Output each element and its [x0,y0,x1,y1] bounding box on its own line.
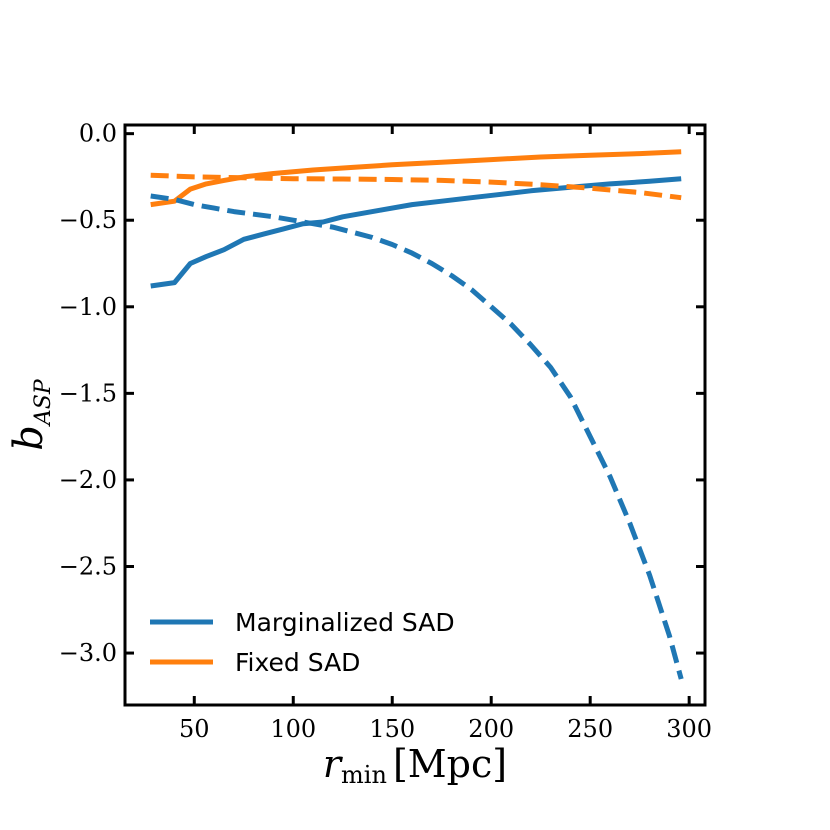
x-tick-label: 250 [567,715,613,743]
y-tick-label: −3.0 [59,639,117,667]
x-tick-label: 200 [468,715,514,743]
y-tick-label: −1.0 [59,293,117,321]
x-tick-label: 300 [666,715,712,743]
x-axis-title: rmin [Mpc] [323,742,507,789]
legend-label: Fixed SAD [235,648,360,677]
x-tick-label: 150 [369,715,415,743]
y-axis-title: bASP [6,378,56,451]
legend-label: Marginalized SAD [235,608,455,637]
x-axis-title-sub: min [341,761,387,789]
x-axis-title-main: r [323,742,344,786]
x-tick-label: 100 [270,715,316,743]
series-line-dashed-3 [150,172,682,201]
x-axis-title-unit: [Mpc] [393,742,507,786]
plot-frame [123,123,707,707]
y-axis-title-sub: ASP [31,378,56,427]
series-line-solid-0 [150,176,682,289]
y-tick-label: 0.0 [79,120,117,148]
y-tick-label: −0.5 [59,206,117,234]
axis-titles: rmin [Mpc] bASP [6,378,507,789]
series-line-dashed-2 [150,193,684,680]
y-tick-label: −2.0 [59,466,117,494]
y-tick-label: −2.5 [59,552,117,580]
y-axis-title-main: b [6,425,52,451]
labels-layer: 50 100 150 200 250 300 0.0 −0.5 −1.0 −1.5 −2.0 −2.5… [59,120,712,743]
series-line-solid-1 [150,149,682,208]
legend: Marginalized SAD Fixed SAD [150,608,455,677]
x-tick-label: 50 [179,715,210,743]
y-tick-label: −1.5 [59,379,117,407]
series-layer [150,149,684,680]
